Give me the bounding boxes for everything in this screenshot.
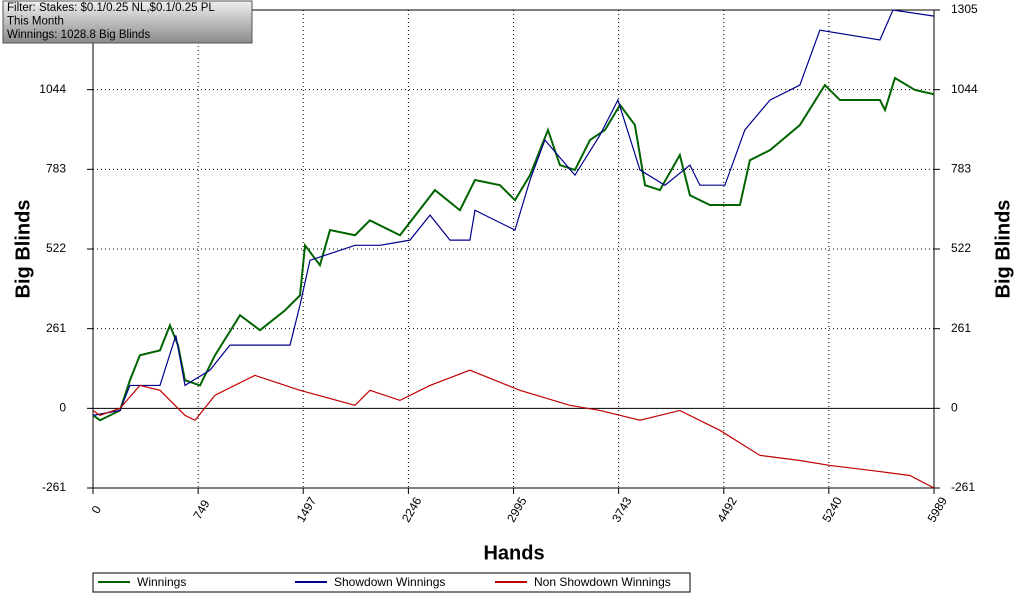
y2-tick-label: 783 <box>951 162 971 176</box>
x-tick-label: 2995 <box>504 494 530 524</box>
y-tick-label: 522 <box>46 241 66 255</box>
y-tick-label: 261 <box>46 321 66 335</box>
series-line <box>92 9 935 416</box>
legend <box>92 572 691 593</box>
y2-tick-label: 1305 <box>951 2 978 16</box>
y-tick-label: 1044 <box>39 82 66 96</box>
x-tick-label: 749 <box>190 497 212 522</box>
y2-tick-label: 1044 <box>951 82 978 96</box>
x-tick-label: 5989 <box>925 494 951 524</box>
y2-axis-label: Big Blinds <box>992 200 1014 299</box>
x-tick-label: 5240 <box>819 494 845 524</box>
info-text: Winnings: 1028.8 Big Blinds <box>7 29 150 41</box>
legend-label: Showdown Winnings <box>334 575 445 589</box>
y2-tick-label: 522 <box>951 241 971 255</box>
y-tick-label: 0 <box>59 401 66 415</box>
y2-tick-label: 261 <box>951 321 971 335</box>
info-text: Filter: Stakes: $0.1/0.25 NL,$0.1/0.25 P… <box>7 2 215 14</box>
y2-tick-label: 0 <box>951 401 958 415</box>
legend-label: Non Showdown Winnings <box>534 575 671 589</box>
y-axis-label: Big Blinds <box>12 200 34 299</box>
series-line <box>92 369 935 489</box>
x-tick-label: 2246 <box>399 494 425 524</box>
info-text: This Month <box>7 16 64 28</box>
y2-tick-label: -261 <box>951 480 975 494</box>
legend-label: Winnings <box>137 575 186 589</box>
x-tick-label: 0 <box>89 503 105 516</box>
series-line <box>92 76 935 422</box>
x-axis-label: Hands <box>483 542 544 564</box>
x-tick-label: 3743 <box>609 494 635 524</box>
x-tick-label: 1497 <box>294 494 320 524</box>
x-tick-label: 4492 <box>714 494 740 524</box>
y-tick-label: 783 <box>46 162 66 176</box>
y-tick-label: -261 <box>42 480 66 494</box>
info-box <box>2 0 253 44</box>
